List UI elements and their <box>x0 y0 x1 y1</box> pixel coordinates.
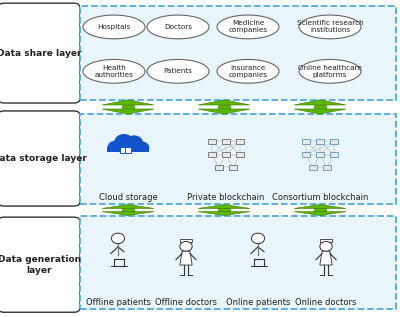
Polygon shape <box>198 109 250 114</box>
FancyBboxPatch shape <box>222 139 230 144</box>
Polygon shape <box>102 204 154 209</box>
FancyBboxPatch shape <box>215 165 223 170</box>
Text: Hospitals: Hospitals <box>97 24 131 30</box>
FancyBboxPatch shape <box>314 209 326 211</box>
Circle shape <box>108 141 124 154</box>
Circle shape <box>320 242 332 251</box>
Circle shape <box>111 233 125 243</box>
Text: Cloud storage: Cloud storage <box>99 193 157 202</box>
FancyBboxPatch shape <box>218 105 230 109</box>
Text: Doctors: Doctors <box>164 24 192 30</box>
FancyBboxPatch shape <box>302 139 310 144</box>
FancyBboxPatch shape <box>314 105 326 109</box>
FancyBboxPatch shape <box>320 239 332 242</box>
Text: Offline doctors: Offline doctors <box>155 298 217 307</box>
Ellipse shape <box>147 15 209 39</box>
Ellipse shape <box>83 15 145 39</box>
Ellipse shape <box>147 60 209 83</box>
Circle shape <box>114 144 128 155</box>
Circle shape <box>180 242 192 251</box>
FancyBboxPatch shape <box>330 152 338 157</box>
FancyBboxPatch shape <box>323 165 331 170</box>
FancyBboxPatch shape <box>107 152 149 158</box>
FancyBboxPatch shape <box>222 152 230 157</box>
Text: Data storage layer: Data storage layer <box>0 154 87 163</box>
Text: Private blockchain: Private blockchain <box>187 193 265 202</box>
Ellipse shape <box>83 60 145 83</box>
Text: Scientific research
institutions: Scientific research institutions <box>297 20 363 34</box>
Ellipse shape <box>217 15 279 39</box>
Ellipse shape <box>299 60 361 83</box>
Text: Offline patients: Offline patients <box>86 298 150 307</box>
Text: Insurance
companies: Insurance companies <box>228 65 268 78</box>
FancyBboxPatch shape <box>302 152 310 157</box>
Circle shape <box>125 135 143 149</box>
Circle shape <box>134 141 149 154</box>
FancyBboxPatch shape <box>80 114 396 204</box>
Text: Online healthcare
platforms: Online healthcare platforms <box>298 65 362 78</box>
Polygon shape <box>180 251 192 265</box>
Text: Online doctors: Online doctors <box>295 298 357 307</box>
Polygon shape <box>198 211 250 216</box>
Text: Data share layer: Data share layer <box>0 49 82 58</box>
FancyBboxPatch shape <box>309 165 317 170</box>
Polygon shape <box>320 251 332 265</box>
FancyBboxPatch shape <box>229 165 237 170</box>
FancyBboxPatch shape <box>80 216 396 309</box>
FancyBboxPatch shape <box>330 139 338 144</box>
FancyBboxPatch shape <box>208 139 216 144</box>
Circle shape <box>122 144 138 156</box>
FancyBboxPatch shape <box>180 239 192 242</box>
Text: Medicine
companies: Medicine companies <box>228 20 268 34</box>
Text: Data generation
layer: Data generation layer <box>0 255 81 275</box>
FancyBboxPatch shape <box>122 105 134 109</box>
Polygon shape <box>294 211 346 216</box>
FancyBboxPatch shape <box>80 6 396 100</box>
Text: Online patients: Online patients <box>226 298 290 307</box>
Text: Consortium blockchain: Consortium blockchain <box>272 193 368 202</box>
Polygon shape <box>294 100 346 105</box>
FancyBboxPatch shape <box>316 139 324 144</box>
Ellipse shape <box>217 60 279 83</box>
FancyBboxPatch shape <box>316 152 324 157</box>
FancyBboxPatch shape <box>0 217 80 312</box>
FancyBboxPatch shape <box>125 146 131 153</box>
Ellipse shape <box>299 15 361 39</box>
Polygon shape <box>198 204 250 209</box>
Polygon shape <box>102 109 154 114</box>
FancyBboxPatch shape <box>122 209 134 211</box>
Text: Patients: Patients <box>164 68 192 74</box>
FancyBboxPatch shape <box>208 152 216 157</box>
FancyBboxPatch shape <box>107 147 149 152</box>
FancyBboxPatch shape <box>120 146 126 153</box>
Circle shape <box>252 233 265 243</box>
Polygon shape <box>102 100 154 105</box>
Polygon shape <box>198 100 250 105</box>
Polygon shape <box>102 211 154 216</box>
FancyBboxPatch shape <box>236 139 244 144</box>
Circle shape <box>114 134 134 149</box>
Polygon shape <box>294 109 346 114</box>
FancyBboxPatch shape <box>0 111 80 206</box>
FancyBboxPatch shape <box>236 152 244 157</box>
FancyBboxPatch shape <box>0 3 80 103</box>
Polygon shape <box>294 204 346 209</box>
Text: Health
authorities: Health authorities <box>94 65 134 78</box>
FancyBboxPatch shape <box>218 209 230 211</box>
